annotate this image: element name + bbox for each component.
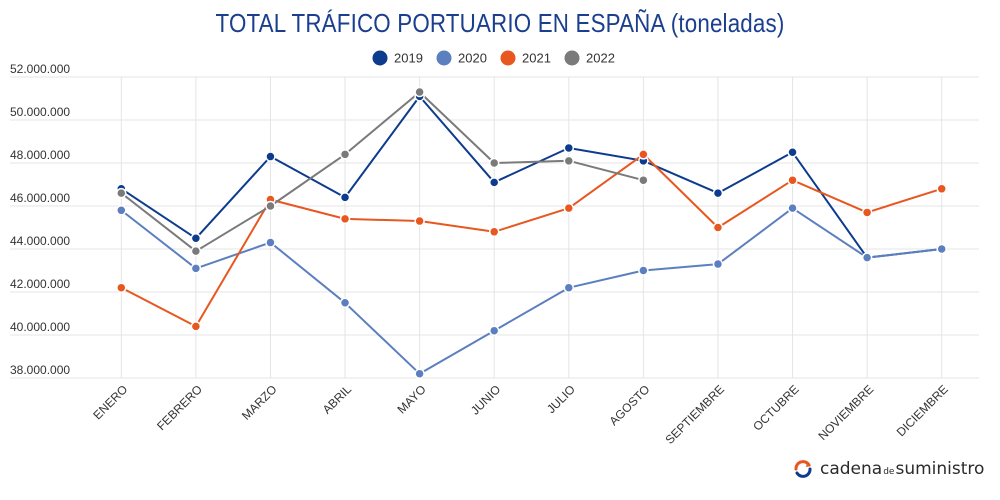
data-point-2021 xyxy=(339,213,351,225)
data-point-2021 xyxy=(563,202,575,214)
data-point-2022 xyxy=(638,174,649,186)
data-point-2021 xyxy=(190,321,202,332)
y-tick-label: 46.000.000 xyxy=(10,191,70,205)
y-tick-label: 40.000.000 xyxy=(10,320,70,334)
data-point-2020 xyxy=(787,202,798,214)
data-point-2021 xyxy=(488,226,500,238)
data-point-2021 xyxy=(861,207,873,218)
x-tick-label: ABRIL xyxy=(320,382,355,417)
legend: 2019 2020 2021 2022 xyxy=(372,50,615,66)
y-tick-label: 38.000.000 xyxy=(10,363,70,377)
x-tick-label: OCTUBRE xyxy=(750,382,801,433)
x-tick-label: AGOSTO xyxy=(606,382,652,428)
data-point-2020 xyxy=(414,368,425,379)
logo-word-suministro: suministro xyxy=(895,459,985,479)
chart-title: TOTAL TRÁFICO PORTUARIO EN ESPAÑA (tonel… xyxy=(215,8,785,38)
data-point-2022 xyxy=(414,86,425,98)
data-point-2022 xyxy=(488,157,500,169)
series-line-2022 xyxy=(120,91,644,253)
data-point-2020 xyxy=(712,258,724,270)
legend-label-2021: 2021 xyxy=(522,51,551,66)
x-tick-label: JUNIO xyxy=(468,382,503,417)
data-point-2021 xyxy=(638,149,649,160)
x-tick-label: JULIO xyxy=(544,382,578,416)
data-point-2019 xyxy=(712,187,724,199)
x-tick-label: SEPTIEMBRE xyxy=(662,382,727,447)
x-tick-label: DICIEMBRE xyxy=(894,382,951,439)
legend-marker-2021 xyxy=(500,50,516,66)
data-point-2020 xyxy=(861,252,873,263)
data-point-2019 xyxy=(488,177,500,188)
data-point-2020 xyxy=(265,237,276,248)
data-point-2019 xyxy=(265,151,276,162)
legend-marker-2019 xyxy=(372,50,388,66)
y-tick-label: 48.000.000 xyxy=(10,148,70,162)
legend-marker-2022 xyxy=(564,50,580,66)
series-points xyxy=(116,86,947,379)
data-point-2019 xyxy=(563,142,575,154)
data-point-2021 xyxy=(936,183,947,195)
legend-marker-2020 xyxy=(436,50,452,66)
logo-mark-icon xyxy=(794,460,812,478)
x-tick-label: NOVIEMBRE xyxy=(815,382,876,443)
x-tick-label: MAYO xyxy=(394,382,428,416)
data-point-2022 xyxy=(190,245,202,257)
series-line-2021 xyxy=(120,153,943,328)
legend-label-2022: 2022 xyxy=(586,51,615,66)
data-point-2019 xyxy=(787,147,798,158)
series-line-2020 xyxy=(120,207,942,375)
y-axis-ticks: 38.000.000 40.000.000 42.000.000 44.000.000… xyxy=(10,62,70,377)
data-point-2022 xyxy=(563,155,575,167)
data-point-2022 xyxy=(265,200,276,212)
data-point-2020 xyxy=(116,205,127,216)
data-point-2020 xyxy=(488,325,500,336)
brand-logo: cadena de suministro xyxy=(792,456,984,482)
x-tick-label: MARZO xyxy=(239,382,280,423)
data-point-2022 xyxy=(339,149,351,160)
series-line-2019 xyxy=(120,95,942,259)
data-point-2021 xyxy=(414,215,425,227)
y-tick-label: 44.000.000 xyxy=(10,234,70,248)
data-point-2021 xyxy=(712,222,724,233)
data-point-2020 xyxy=(638,265,649,276)
logo-word-cadena: cadena xyxy=(820,459,883,479)
y-tick-label: 42.000.000 xyxy=(10,277,70,291)
legend-label-2020: 2020 xyxy=(458,51,487,66)
data-point-2020 xyxy=(936,243,947,255)
data-point-2020 xyxy=(339,297,351,308)
data-point-2019 xyxy=(339,192,351,203)
y-tick-label: 50.000.000 xyxy=(10,105,70,119)
x-axis-ticks: ENERO FEBRERO MARZO ABRIL MAYO JUNIO JULIO AGOS… xyxy=(90,382,951,447)
data-point-2021 xyxy=(787,174,798,186)
x-tick-label: FEBRERO xyxy=(154,382,205,433)
data-point-2019 xyxy=(190,233,202,244)
logo-word-de: de xyxy=(883,467,895,477)
legend-label-2019: 2019 xyxy=(394,51,423,66)
data-point-2020 xyxy=(190,263,202,274)
series-lines xyxy=(120,91,943,375)
grid xyxy=(10,76,979,379)
y-tick-label: 52.000.000 xyxy=(10,62,70,76)
data-point-2021 xyxy=(116,282,127,293)
data-point-2022 xyxy=(116,187,127,199)
data-point-2020 xyxy=(563,282,575,293)
x-tick-label: ENERO xyxy=(90,382,130,422)
